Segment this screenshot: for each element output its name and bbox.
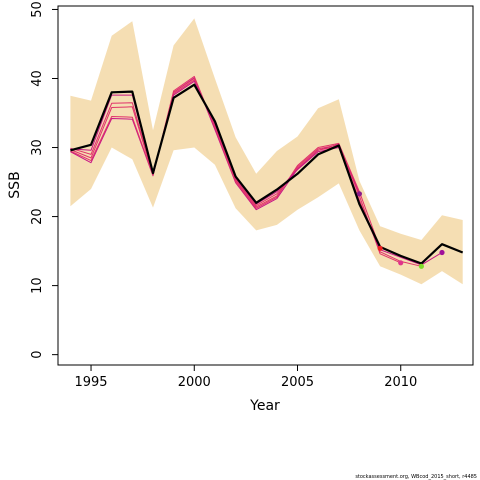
retro-end-point-5 [356,191,362,197]
y-tick-label-40: 40 [30,70,45,87]
x-tick-label-2010: 2010 [384,375,417,390]
retro-end-point-1 [439,249,445,256]
retro-end-point-3 [398,260,404,266]
x-axis: 1995 2000 2005 2010 [74,365,417,390]
ssb-retro-line-2 [70,79,422,267]
y-tick-label-50: 50 [30,1,45,18]
plot-frame [57,5,474,366]
y-tick-label-30: 30 [30,139,45,156]
x-tick-label-1995: 1995 [74,375,107,390]
x-axis-title: Year [249,398,280,414]
y-axis: 0 10 20 30 40 50 [30,1,58,359]
y-tick-label-0: 0 [30,350,45,358]
y-axis-title: SSB [7,171,23,198]
ssb-main-line [70,83,464,265]
retro-end-point-4 [377,245,383,251]
confidence-band [70,18,463,285]
end-marker-layer [356,191,445,269]
x-tick-label-2000: 2000 [178,375,211,390]
y-tick-label-10: 10 [30,277,45,294]
x-tick-label-2005: 2005 [281,375,314,390]
y-tick-label-20: 20 [30,208,45,225]
footer-note: stockassessment.org, WBcod_2015_short, r… [355,474,477,480]
confidence-band-layer [70,18,463,285]
retro-end-point-2 [418,263,424,269]
